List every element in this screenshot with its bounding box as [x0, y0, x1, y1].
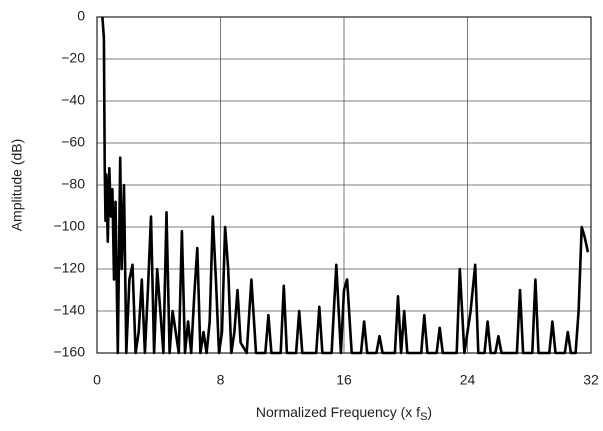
x-tick-label: 8 [217, 372, 225, 388]
spectrum-line [101, 16, 590, 355]
x-tick-label: 24 [460, 372, 476, 388]
y-tick-label: −140 [53, 302, 85, 318]
y-tick-label: −80 [61, 176, 85, 192]
x-tick-label: 0 [93, 372, 101, 388]
plot-frame [96, 16, 592, 354]
y-tick-label: −40 [61, 92, 85, 108]
x-tick-label: 32 [583, 372, 599, 388]
y-tick-label: −100 [53, 218, 85, 234]
y-tick-label: −20 [61, 50, 85, 66]
y-axis-label: Amplitude (dB) [9, 139, 25, 232]
x-axis-label: Normalized Frequency (x fS) [256, 404, 432, 423]
y-tick-label: −160 [53, 344, 85, 360]
x-tick-label: 16 [336, 372, 352, 388]
y-tick-label: −120 [53, 260, 85, 276]
y-tick-label: 0 [77, 8, 85, 24]
y-tick-label: −60 [61, 134, 85, 150]
